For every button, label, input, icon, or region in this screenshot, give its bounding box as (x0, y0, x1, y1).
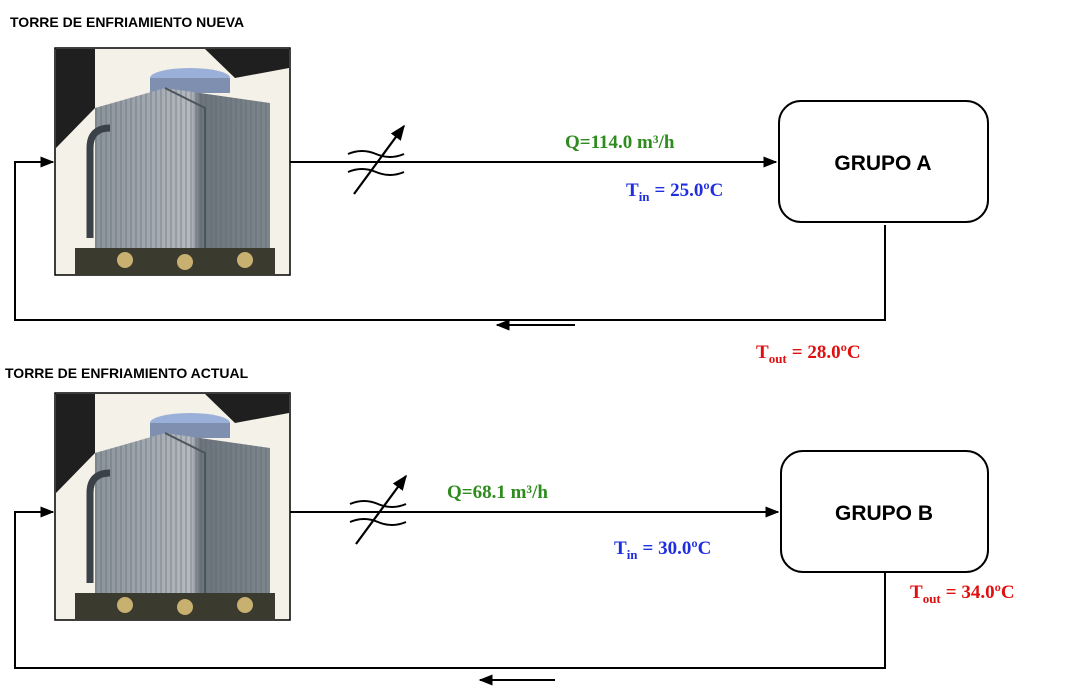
valve (350, 476, 406, 544)
section-title: TORRE DE ENFRIAMIENTO ACTUAL (5, 365, 249, 381)
section-a: TORRE DE ENFRIAMIENTO NUEVA GRUPO A Q=11… (10, 14, 988, 366)
group-label: GRUPO A (834, 152, 931, 175)
flow-label: Q=114.0 m³/h (565, 132, 675, 153)
value: = 34.0ºC (946, 582, 1015, 603)
subscript: out (769, 351, 788, 366)
t-out-label: Tout = 28.0ºC (756, 342, 861, 366)
symbol: T (910, 582, 923, 603)
subscript: in (639, 189, 651, 204)
value: = 28.0ºC (792, 342, 861, 363)
t-in-label: Tin = 30.0ºC (614, 538, 711, 562)
symbol: T (626, 180, 639, 201)
value: = 30.0ºC (643, 538, 712, 559)
tower-photo (55, 48, 290, 275)
subscript: out (923, 591, 942, 606)
value: = 25.0ºC (655, 180, 724, 201)
section-b: TORRE DE ENFRIAMIENTO ACTUAL GRUPO B Q=6… (5, 365, 1015, 680)
valve (348, 126, 404, 194)
flow-label: Q=68.1 m³/h (447, 482, 548, 503)
symbol: T (756, 342, 769, 363)
subscript: in (627, 547, 639, 562)
section-title: TORRE DE ENFRIAMIENTO NUEVA (10, 14, 244, 30)
group-label: GRUPO B (835, 502, 933, 525)
t-out-label: Tout = 34.0ºC (910, 582, 1015, 606)
diagram: TORRE DE ENFRIAMIENTO NUEVA GRUPO A Q=11… (0, 0, 1070, 687)
symbol: T (614, 538, 627, 559)
t-in-label: Tin = 25.0ºC (626, 180, 723, 204)
tower-photo (55, 393, 290, 620)
